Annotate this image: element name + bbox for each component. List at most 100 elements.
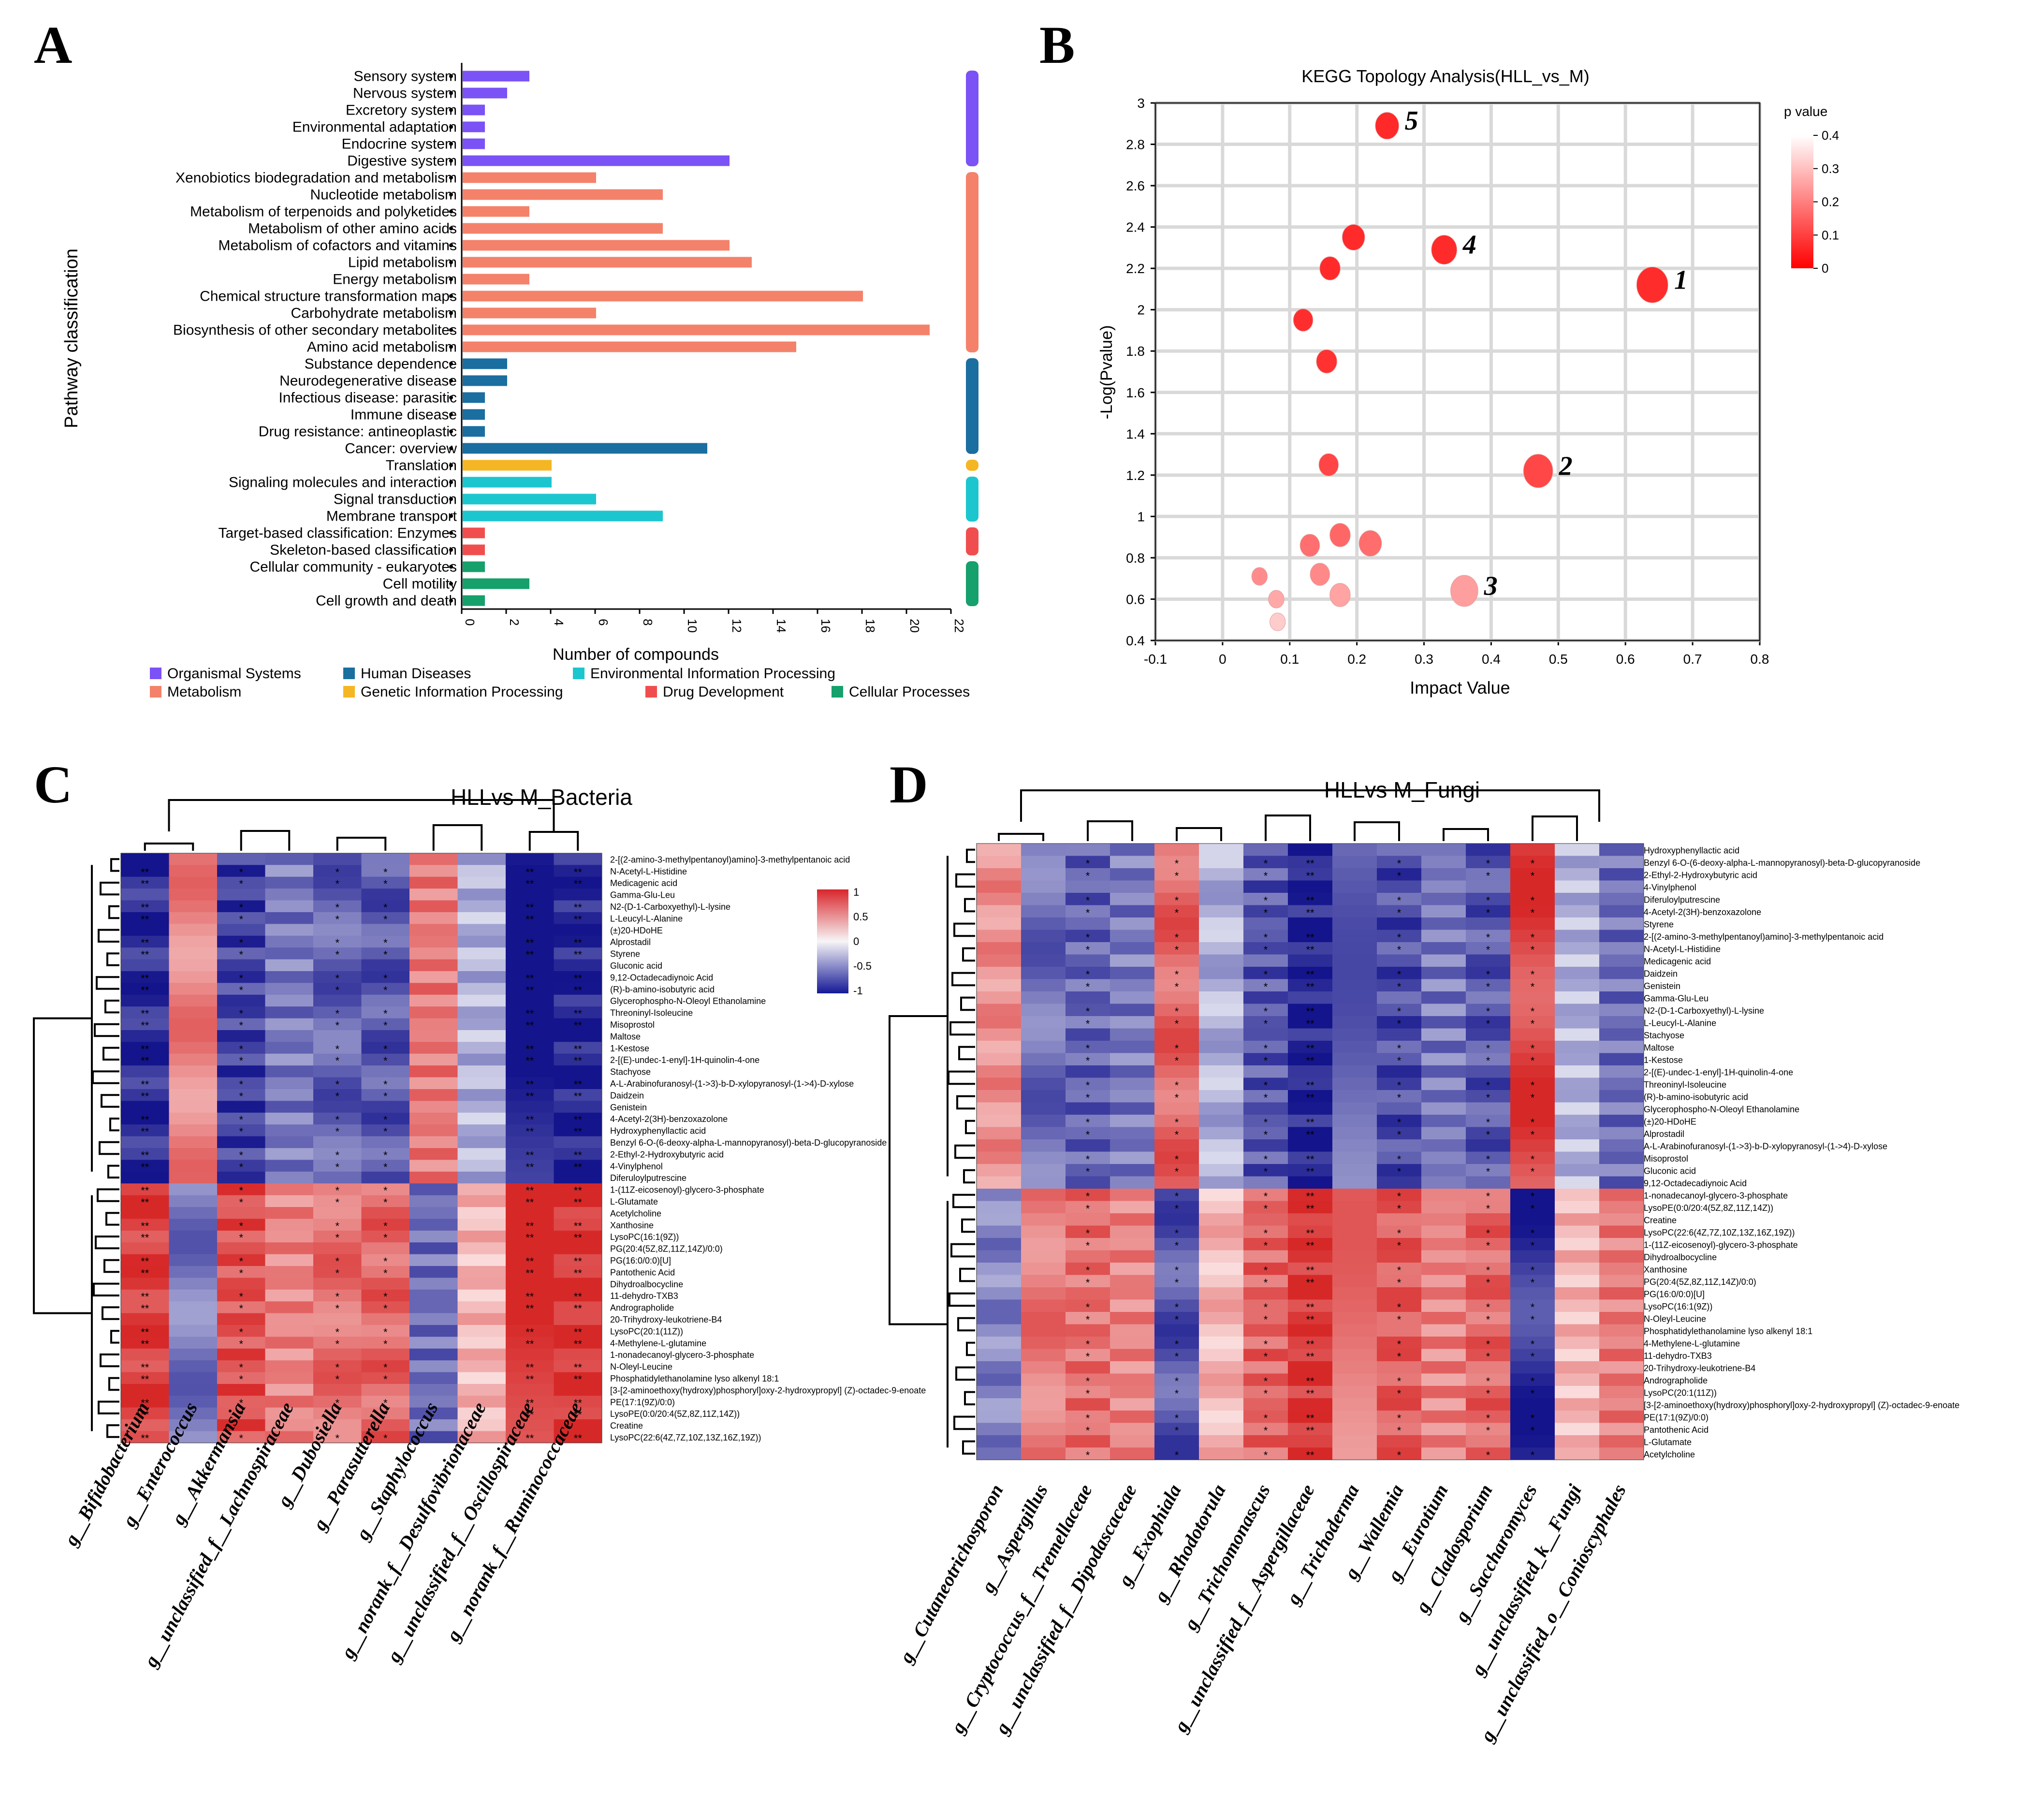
heatmap-cell xyxy=(409,1313,458,1325)
heatmap-cell xyxy=(1154,1373,1199,1386)
heatmap-row-label: Acetylcholine xyxy=(610,1208,661,1218)
heatmap-cell xyxy=(506,1065,554,1078)
heatmap-row-dendrogram xyxy=(963,1169,975,1184)
heatmap-cell xyxy=(1110,1127,1155,1140)
heatmap-cell xyxy=(1510,967,1555,979)
heatmap-row-label: LysoPE(0:0/20:4(5Z,8Z,11Z,14Z)) xyxy=(1644,1203,1773,1213)
heatmap-cell xyxy=(1110,1361,1155,1374)
heatmap-significance-mark: * xyxy=(335,1432,339,1444)
heatmap-cell xyxy=(1288,1065,1333,1078)
heatmap-row-label: N-Acetyl-L-Histidine xyxy=(610,867,687,876)
heatmap-cell xyxy=(506,900,554,913)
panel-b-point xyxy=(1310,563,1330,586)
heatmap-cell xyxy=(457,1348,506,1361)
heatmap-cell xyxy=(1332,880,1377,893)
heatmap-cell xyxy=(1021,930,1066,943)
heatmap-cell xyxy=(265,994,314,1007)
heatmap-cell xyxy=(1599,1225,1644,1238)
heatmap-cell xyxy=(313,983,362,995)
heatmap-cell xyxy=(1021,1225,1066,1238)
heatmap-cell xyxy=(977,1386,1022,1398)
heatmap-row-label: (R)-b-amino-isobutyric acid xyxy=(1644,1092,1748,1102)
heatmap-cell xyxy=(1332,1386,1377,1398)
heatmap-cell xyxy=(121,1053,169,1066)
heatmap-cell xyxy=(1555,1151,1600,1164)
heatmap-cell xyxy=(1110,893,1155,905)
heatmap-cell xyxy=(313,1431,362,1443)
panel-a-tick-dot xyxy=(449,598,453,603)
panel-a-tick-dot xyxy=(449,226,453,231)
heatmap-cell xyxy=(1199,844,1244,856)
heatmap-cell xyxy=(169,1407,218,1420)
heatmap-cell xyxy=(265,1077,314,1090)
heatmap-cell xyxy=(1510,880,1555,893)
heatmap-cell xyxy=(1021,1312,1066,1324)
heatmap-row-label: PG(16:0/0:0)[U] xyxy=(610,1256,671,1266)
heatmap-significance-mark: ** xyxy=(574,1303,583,1315)
heatmap-column-dendrogram xyxy=(528,831,579,851)
heatmap-cell xyxy=(1555,1238,1600,1251)
heatmap-significance-mark: * xyxy=(1264,981,1268,993)
heatmap-cell xyxy=(1510,942,1555,955)
heatmap-significance-mark: * xyxy=(1175,931,1179,944)
heatmap-cell xyxy=(1466,1004,1511,1017)
heatmap-significance-mark: * xyxy=(1175,1449,1179,1461)
heatmap-significance-mark: * xyxy=(1397,1351,1402,1363)
heatmap-cell xyxy=(554,1065,602,1078)
heatmap-row-dendrogram xyxy=(102,1306,119,1320)
heatmap-significance-mark: * xyxy=(1175,1166,1179,1178)
heatmap-significance-mark: * xyxy=(1264,1043,1268,1055)
heatmap-cell xyxy=(265,1384,314,1396)
heatmap-cell xyxy=(217,1360,265,1373)
heatmap-significance-mark: * xyxy=(1486,981,1490,993)
heatmap-cell xyxy=(1066,893,1110,905)
heatmap-cell xyxy=(121,1112,169,1125)
heatmap-row-label: [3-[2-aminoethoxy(hydroxy)phosphoryl]oxy… xyxy=(610,1385,926,1395)
heatmap-cell xyxy=(1377,1213,1422,1226)
heatmap-cell xyxy=(457,1006,506,1019)
heatmap-cell xyxy=(1288,1435,1333,1448)
heatmap-cell xyxy=(457,1266,506,1278)
heatmap-cell xyxy=(313,1207,362,1219)
heatmap-cell xyxy=(554,1219,602,1231)
panel-c-colorbar-label: 0 xyxy=(853,935,859,947)
heatmap-cell xyxy=(1154,1189,1199,1201)
heatmap-cell xyxy=(1199,1065,1244,1078)
heatmap-cell xyxy=(1555,1004,1600,1017)
heatmap-cell xyxy=(313,1407,362,1420)
heatmap-cell xyxy=(1377,917,1422,930)
heatmap-cell xyxy=(554,853,602,865)
heatmap-significance-mark: * xyxy=(239,1326,243,1338)
heatmap-cell xyxy=(457,1360,506,1373)
heatmap-cell xyxy=(1510,1139,1555,1152)
heatmap-significance-mark: * xyxy=(383,1043,388,1055)
heatmap-cell xyxy=(457,1384,506,1396)
heatmap-cell xyxy=(1510,1225,1555,1238)
heatmap-row-label: LysoPE(0:0/20:4(5Z,8Z,11Z,14Z)) xyxy=(610,1409,740,1419)
heatmap-row-dendrogram xyxy=(110,858,119,872)
heatmap-significance-mark: * xyxy=(1175,1005,1179,1018)
panel-a-x-tick-label: 10 xyxy=(685,619,700,633)
heatmap-cell xyxy=(121,1030,169,1042)
heatmap-cell xyxy=(1199,1238,1244,1251)
heatmap-cell xyxy=(457,1183,506,1196)
heatmap-significance-mark: ** xyxy=(574,1220,583,1232)
heatmap-cell xyxy=(554,1266,602,1278)
heatmap-cell xyxy=(1288,1189,1333,1201)
heatmap-cell xyxy=(1199,1250,1244,1263)
heatmap-cell xyxy=(1199,1189,1244,1201)
panel-b-point xyxy=(1268,590,1285,609)
heatmap-significance-mark: ** xyxy=(526,1126,534,1138)
heatmap-cell xyxy=(1599,1398,1644,1411)
heatmap-cell xyxy=(1377,1077,1422,1091)
heatmap-cell xyxy=(217,1195,265,1208)
heatmap-cell xyxy=(457,1089,506,1101)
heatmap-significance-mark: * xyxy=(1531,1203,1535,1215)
heatmap-cell xyxy=(313,1006,362,1019)
heatmap-cell xyxy=(554,1148,602,1160)
heatmap-significance-mark: * xyxy=(335,1185,339,1197)
heatmap-significance-mark: ** xyxy=(526,972,534,984)
heatmap-row-label: 1-Kestose xyxy=(1644,1055,1683,1065)
heatmap-row-label: 20-Trihydroxy-leukotriene-B4 xyxy=(610,1315,722,1324)
heatmap-cell xyxy=(1377,1139,1422,1152)
